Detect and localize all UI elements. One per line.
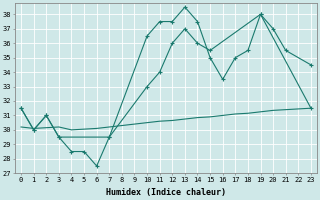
X-axis label: Humidex (Indice chaleur): Humidex (Indice chaleur) [106,188,226,197]
